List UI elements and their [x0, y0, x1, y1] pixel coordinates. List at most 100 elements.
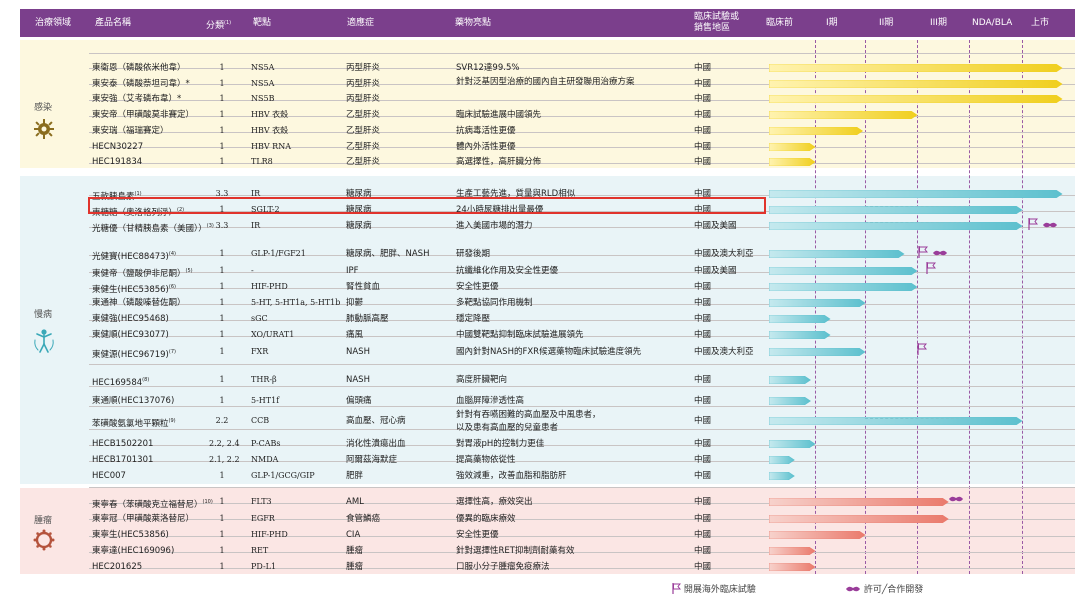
product-indication: 糖尿病: [346, 221, 372, 231]
product-class: 1: [219, 282, 225, 291]
product-feature: 抗病毒活性更優: [456, 126, 516, 136]
product-region: 中國: [694, 471, 712, 481]
product-name: 東健強(HEC95468): [92, 312, 169, 326]
product-feature: 高選擇性，高肝臟分佈: [456, 157, 542, 167]
row-divider: [89, 53, 1075, 54]
product-indication: 肥胖: [346, 471, 364, 481]
product-class: 1: [219, 330, 225, 339]
product-name-text: 東寧達(HEC169096): [92, 546, 175, 556]
product-feature: 針對泛基因型治療的國內自主研發聯用治療方案: [456, 77, 635, 87]
product-indication: 腎性貧血: [346, 282, 381, 292]
product-indication: 腫瘤: [346, 546, 364, 556]
product-indication: 丙型肝炎: [346, 94, 381, 104]
row-divider: [89, 211, 1075, 212]
product-name: 東寧冠（甲磺酸萊洛替尼）: [92, 512, 194, 526]
footnote-marker: (8): [142, 377, 150, 383]
product-region: 中國及澳大利亞: [694, 347, 754, 357]
footnote-marker: (4): [168, 251, 176, 257]
product-class: 3.3: [215, 221, 229, 230]
table-row: HEC007 1 GLP-1/GCG/GIP 肥胖 強效減重，改善血脂和脂肪肝 中國: [89, 469, 1074, 483]
table-row: 光健寶(HEC88473)(4) 1 GLP-1/FGF21 糖尿病、肥胖、NASH 研…: [89, 247, 1074, 262]
progress-bar: [769, 206, 1023, 214]
highlight-box: [88, 197, 766, 214]
product-class: 3.3: [215, 189, 229, 198]
product-name: 東安瑞（福瑞賽定）: [92, 124, 169, 138]
product-feature: 針對選擇性RET抑制劑耐藥有效: [456, 546, 575, 556]
row-divider: [89, 320, 1075, 321]
product-indication: IPF: [346, 266, 359, 276]
category-oncology-label: 腫瘤: [33, 516, 52, 526]
handshake-icon: [933, 250, 947, 256]
product-name: 苯磺酸氨氯地平顆粒(9): [92, 414, 176, 431]
product-name: 五款胰島素(1): [92, 187, 142, 204]
product-indication: 偏頭痛: [346, 396, 372, 406]
product-region: 中國: [694, 142, 712, 152]
product-target: TLR8: [251, 157, 273, 166]
product-feature: 研發後期: [456, 249, 491, 259]
product-region: 中國: [694, 562, 712, 572]
product-name-text: 光糖優（甘精胰島素（美國））: [92, 223, 207, 234]
product-region: 中國: [694, 375, 712, 385]
header-name: 產品名稱: [95, 18, 132, 28]
product-class: 1: [219, 126, 225, 135]
row-divider: [89, 195, 1075, 196]
product-region: 中國及美國: [694, 266, 737, 276]
legend-license-label: 許可╱合作開發: [863, 585, 924, 595]
product-feature: 中國雙靶點抑制臨床試驗進展領先: [456, 330, 584, 340]
table-row: 東寧達(HEC169096) 1 RET 腫瘤 針對選擇性RET抑制劑耐藥有效 中國: [89, 544, 1074, 558]
product-name-text: 東衛恩（磷酸依米他韋）: [92, 63, 186, 73]
product-name-text: HECN30227: [92, 142, 144, 152]
product-feature: 優異的臨床療效: [456, 514, 516, 524]
row-divider: [89, 429, 1075, 430]
flag-icon: [918, 246, 928, 258]
flag-icon: [672, 583, 682, 594]
product-region: 中國: [694, 63, 712, 73]
product-name: 東寧生(HEC53856): [92, 528, 169, 542]
product-region: 中國及美國: [694, 221, 737, 231]
product-indication: 抑鬱: [346, 298, 364, 308]
progress-bar: [769, 331, 831, 339]
progress-bar: [769, 250, 905, 258]
table-header: 治療領域 產品名稱 分類(1) 靶點 適應症 藥物亮點 臨床試驗或 銷售地區 臨…: [20, 9, 1075, 37]
row-divider: [89, 132, 1075, 133]
product-class: 1: [219, 314, 225, 323]
product-indication: 糖尿病: [346, 205, 372, 215]
pending-segment: [865, 222, 969, 223]
product-target: HBV 衣殼: [251, 110, 289, 119]
footnote-marker: (3): [206, 223, 214, 229]
flag-icon: [917, 343, 927, 355]
product-class: 1: [219, 157, 225, 166]
product-target: HBV 衣殼: [251, 126, 289, 135]
product-target: NMDA: [251, 455, 279, 464]
product-feature: 高度肝臟靶向: [456, 375, 508, 385]
footnote-marker: (2): [177, 207, 185, 213]
product-feature: 對胃液pH的控制力更佳: [456, 439, 545, 449]
phase-divider-phase2: [865, 40, 866, 574]
progress-bar: [769, 547, 816, 555]
product-name: 東健生(HEC53856)(6): [92, 280, 176, 297]
legend-overseas-label: 開展海外臨床試驗: [683, 585, 756, 595]
product-target: RET: [251, 546, 269, 555]
product-target: P-CABs: [251, 439, 281, 448]
footnote-marker: (5): [185, 268, 193, 274]
product-target: GLP-1/FGF21: [251, 249, 306, 258]
row-divider: [89, 461, 1075, 462]
product-name-text: 光健寶(HEC88473): [92, 251, 169, 262]
table-row: HECB1502201 2.2, 2.4 P-CABs 消化性潰瘍出血 對胃液pH的控制…: [89, 437, 1074, 451]
product-indication: AML: [346, 497, 364, 507]
product-target: 5-HT1f: [251, 396, 280, 405]
product-class: 2.2, 2.4: [209, 439, 240, 448]
header-region: 臨床試驗或 銷售地區: [694, 12, 740, 33]
phase-divider-market: [1022, 40, 1023, 574]
header-phase2: II期: [879, 18, 894, 28]
progress-bar: [769, 158, 816, 166]
product-class: 1: [219, 205, 225, 214]
product-indication: 腫瘤: [346, 562, 364, 572]
flag-icon: [926, 262, 936, 274]
product-name-text: 東健強(HEC95468): [92, 314, 169, 324]
product-indication: 乙型肝炎: [346, 157, 381, 167]
table-row: HEC169584(8) 1 THR-β NASH 高度肝臟靶向 中國: [89, 373, 1074, 388]
product-feature: 選擇性高，療效突出: [456, 497, 533, 507]
product-class: 2.2: [215, 416, 229, 425]
product-target: FXR: [251, 347, 269, 356]
